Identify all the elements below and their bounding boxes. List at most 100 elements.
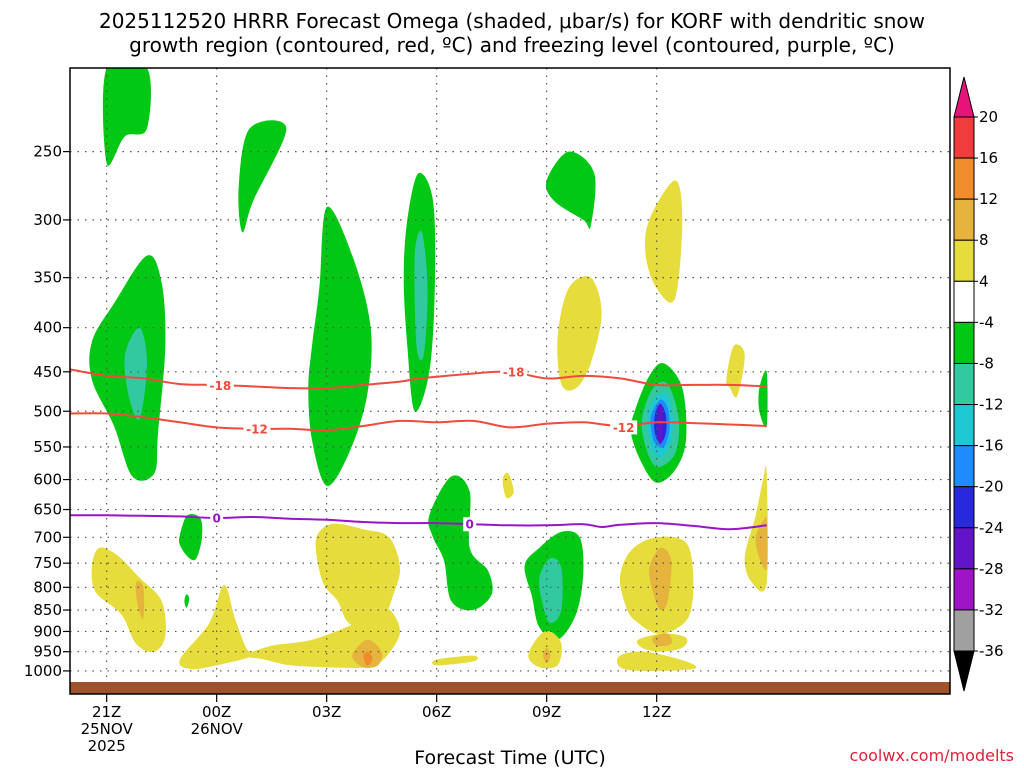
colorbar-band-10 bbox=[953, 527, 975, 570]
y-tick-label-850: 850 bbox=[33, 601, 62, 619]
colorbar-band-9 bbox=[953, 486, 975, 529]
x-tick-label-9-0: 06Z bbox=[422, 703, 451, 721]
omega-region-15 bbox=[758, 370, 768, 428]
x-axis-label: Forecast Time (UTC) bbox=[414, 747, 605, 768]
y-tick-label-450: 450 bbox=[33, 363, 62, 381]
plot-frame bbox=[69, 67, 951, 695]
colorbar-band-5 bbox=[953, 321, 975, 364]
colorbar-band-0 bbox=[953, 116, 975, 159]
contour-line-2 bbox=[70, 514, 767, 531]
omega-region-21 bbox=[658, 403, 663, 445]
y-tick-label-300: 300 bbox=[33, 211, 62, 229]
x-tick-label-0-1: 25NOV bbox=[81, 720, 134, 738]
colorbar-tick-label-20: 20 bbox=[979, 108, 998, 126]
y-tick-label-500: 500 bbox=[33, 402, 62, 420]
colorbar-top-arrow bbox=[953, 76, 975, 118]
contour-label-bg-2-1 bbox=[463, 517, 477, 532]
colorbar-tick-label-12: 12 bbox=[979, 190, 998, 208]
omega-region-28 bbox=[315, 523, 401, 632]
y-tick-label-700: 700 bbox=[33, 528, 62, 546]
x-tick-label-3-0: 00Z bbox=[202, 703, 231, 721]
colorbar-band-6 bbox=[953, 362, 975, 406]
x-tick-label-0-0: 21Z bbox=[92, 703, 121, 721]
y-tick-label-750: 750 bbox=[33, 554, 62, 572]
omega-region-8 bbox=[414, 230, 428, 361]
contour-label-bg-1-1 bbox=[610, 420, 638, 435]
y-tick-label-400: 400 bbox=[33, 319, 62, 337]
colorbar-band-3 bbox=[953, 239, 975, 282]
x-tick-label-6-0: 03Z bbox=[312, 703, 341, 721]
y-tick-label-800: 800 bbox=[33, 578, 62, 596]
y-tick-label-550: 550 bbox=[33, 438, 62, 456]
omega-region-40 bbox=[755, 516, 768, 570]
omega-region-25 bbox=[135, 581, 145, 620]
omega-region-33 bbox=[543, 647, 551, 664]
omega-region-12 bbox=[557, 276, 602, 391]
x-tick-label-0-2: 2025 bbox=[88, 737, 126, 755]
y-tick-label-650: 650 bbox=[33, 501, 62, 519]
plot-area: -18 -18 -12 -12 0 0 bbox=[69, 67, 951, 695]
omega-region-31 bbox=[432, 655, 478, 666]
chart-title-line-2: growth region (contoured, red, ºC) and f… bbox=[129, 33, 895, 57]
colorbar-band-12 bbox=[953, 609, 975, 652]
contour-label-bg-0-0 bbox=[206, 378, 234, 393]
contour-line-1 bbox=[70, 412, 767, 432]
colorbar-tick-label--16: -16 bbox=[979, 437, 1004, 455]
omega-region-6 bbox=[308, 206, 372, 486]
colorbar: 20 16 12 8 4 -4 -8 -12 -16 -20 -24 -28 -32 -36 bbox=[953, 76, 1004, 692]
colorbar-band-1 bbox=[953, 157, 975, 200]
y-tick-label-600: 600 bbox=[33, 471, 62, 489]
colorbar-tick-label--20: -20 bbox=[979, 478, 1004, 496]
colorbar-band-2 bbox=[953, 198, 975, 241]
y-tick-label-350: 350 bbox=[33, 269, 62, 287]
terrain-surface bbox=[70, 682, 950, 694]
credit-text: coolwx.com/modelts bbox=[850, 746, 1014, 765]
contour-label-0-0: -18 bbox=[209, 379, 231, 393]
omega-region-30 bbox=[363, 651, 373, 666]
colorbar-tick-label-4: 4 bbox=[979, 272, 989, 290]
chart-title-line-1: 2025112520 HRRR Forecast Omega (shaded, … bbox=[99, 9, 925, 33]
colorbar-band-4 bbox=[953, 280, 975, 323]
colorbar-tick-label--4: -4 bbox=[979, 313, 994, 331]
y-tick-label-900: 900 bbox=[33, 622, 62, 640]
x-tick-label-12-0: 09Z bbox=[532, 703, 561, 721]
colorbar-tick-label-16: 16 bbox=[979, 149, 998, 167]
omega-region-5 bbox=[238, 120, 287, 233]
contour-label-bg-1-0 bbox=[243, 421, 271, 436]
omega-region-37 bbox=[652, 633, 672, 647]
y-tick-label-250: 250 bbox=[33, 143, 62, 161]
omega-region-2 bbox=[124, 327, 147, 420]
omega-region-11 bbox=[545, 151, 596, 229]
contour-line-0 bbox=[70, 368, 767, 390]
colorbar-tick-label--24: -24 bbox=[979, 519, 1004, 537]
contour-label-bg-2-0 bbox=[210, 511, 224, 526]
y-tick-label-1000: 1000 bbox=[24, 662, 62, 680]
omega-region-9 bbox=[428, 475, 493, 611]
omega-region-13 bbox=[644, 180, 683, 303]
omega-region-0 bbox=[102, 68, 151, 166]
colorbar-tick-label--8: -8 bbox=[979, 354, 994, 372]
x-tick-label-15-0: 12Z bbox=[642, 703, 671, 721]
contour-label-1-0: -12 bbox=[246, 422, 268, 436]
contour-label-2-0: 0 bbox=[212, 512, 220, 526]
omega-region-4 bbox=[184, 594, 190, 608]
colorbar-band-8 bbox=[953, 445, 975, 488]
colorbar-tick-label-8: 8 bbox=[979, 231, 989, 249]
colorbar-tick-label--36: -36 bbox=[979, 642, 1004, 660]
colorbar-tick-label--28: -28 bbox=[979, 560, 1004, 578]
contour-label-0-1: -18 bbox=[503, 365, 525, 379]
colorbar-band-11 bbox=[953, 568, 975, 611]
x-tick-label-3-1: 26NOV bbox=[191, 720, 244, 738]
omega-region-24 bbox=[91, 547, 166, 653]
colorbar-band-7 bbox=[953, 404, 975, 447]
contour-label-1-1: -12 bbox=[613, 421, 635, 435]
y-tick-label-950: 950 bbox=[33, 643, 62, 661]
omega-region-23 bbox=[539, 557, 563, 624]
colorbar-bottom-arrow bbox=[953, 650, 975, 692]
colorbar-tick-label--12: -12 bbox=[979, 396, 1004, 414]
contour-label-2-1: 0 bbox=[465, 518, 473, 532]
colorbar-tick-label--32: -32 bbox=[979, 601, 1004, 619]
contour-label-bg-0-1 bbox=[500, 364, 528, 379]
omega-region-35 bbox=[649, 547, 672, 611]
